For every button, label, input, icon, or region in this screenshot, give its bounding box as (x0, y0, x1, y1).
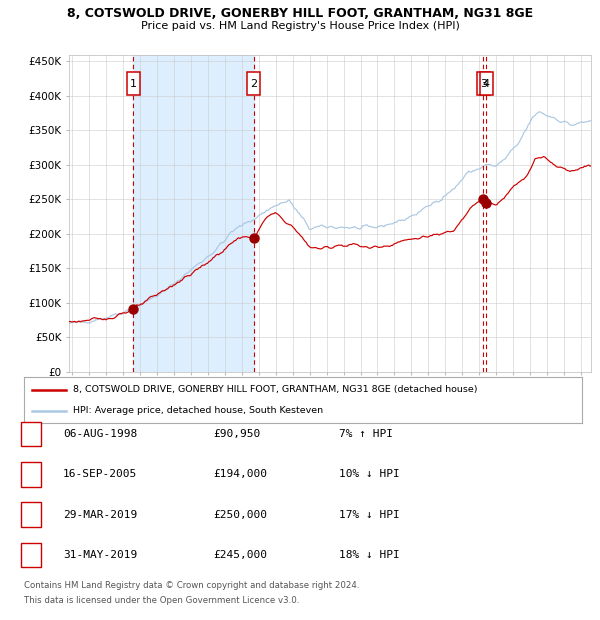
Text: £245,000: £245,000 (213, 550, 267, 560)
Bar (477, 72, 490, 95)
Text: Price paid vs. HM Land Registry's House Price Index (HPI): Price paid vs. HM Land Registry's House … (140, 21, 460, 31)
Bar (133, 55, 254, 372)
Text: 06-AUG-1998: 06-AUG-1998 (63, 429, 137, 439)
Text: 4: 4 (482, 79, 490, 89)
Text: 1: 1 (28, 429, 34, 439)
Text: 1: 1 (130, 79, 137, 89)
Text: This data is licensed under the Open Government Licence v3.0.: This data is licensed under the Open Gov… (24, 596, 299, 604)
Text: £250,000: £250,000 (213, 510, 267, 520)
Text: 8, COTSWOLD DRIVE, GONERBY HILL FOOT, GRANTHAM, NG31 8GE (detached house): 8, COTSWOLD DRIVE, GONERBY HILL FOOT, GR… (73, 385, 477, 394)
Bar (479, 72, 493, 95)
Text: 31-MAY-2019: 31-MAY-2019 (63, 550, 137, 560)
Text: 4: 4 (28, 550, 34, 560)
Text: £90,950: £90,950 (213, 429, 260, 439)
Text: HPI: Average price, detached house, South Kesteven: HPI: Average price, detached house, Sout… (73, 406, 323, 415)
Text: 3: 3 (28, 510, 34, 520)
Text: 17% ↓ HPI: 17% ↓ HPI (339, 510, 400, 520)
Bar (247, 72, 260, 95)
Text: Contains HM Land Registry data © Crown copyright and database right 2024.: Contains HM Land Registry data © Crown c… (24, 582, 359, 590)
Text: £194,000: £194,000 (213, 469, 267, 479)
Text: 3: 3 (480, 79, 487, 89)
Text: 2: 2 (28, 469, 34, 479)
Text: 18% ↓ HPI: 18% ↓ HPI (339, 550, 400, 560)
Text: 8, COTSWOLD DRIVE, GONERBY HILL FOOT, GRANTHAM, NG31 8GE: 8, COTSWOLD DRIVE, GONERBY HILL FOOT, GR… (67, 7, 533, 20)
Bar (127, 72, 140, 95)
Text: 2: 2 (250, 79, 257, 89)
Text: 7% ↑ HPI: 7% ↑ HPI (339, 429, 393, 439)
Text: 10% ↓ HPI: 10% ↓ HPI (339, 469, 400, 479)
Text: 29-MAR-2019: 29-MAR-2019 (63, 510, 137, 520)
Text: 16-SEP-2005: 16-SEP-2005 (63, 469, 137, 479)
